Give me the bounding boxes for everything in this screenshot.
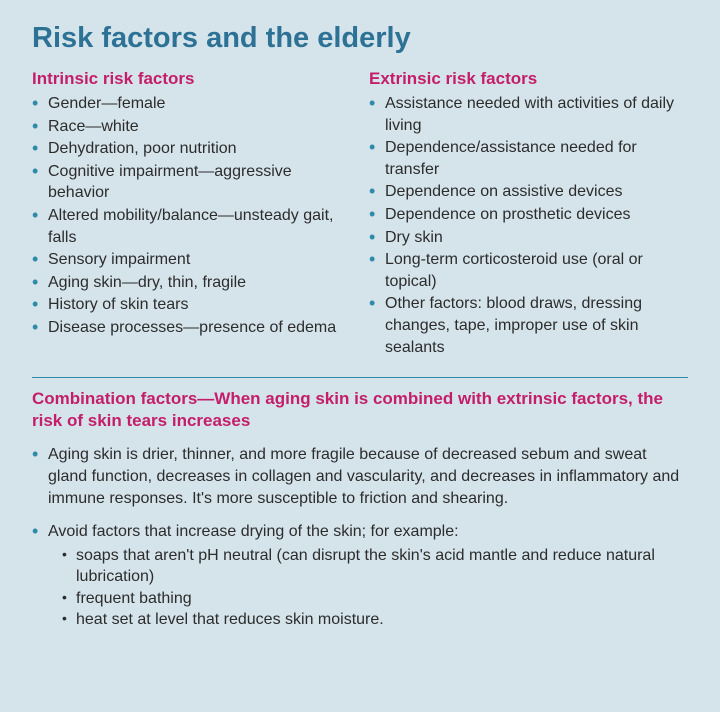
list-item: Dependence/assistance needed for transfe… — [369, 137, 688, 180]
page-title: Risk factors and the elderly — [32, 22, 688, 55]
list-item: Dehydration, poor nutrition — [32, 138, 351, 160]
list-item: Aging skin is drier, thinner, and more f… — [32, 444, 688, 509]
intrinsic-heading: Intrinsic risk factors — [32, 69, 351, 89]
list-item: Race—white — [32, 116, 351, 138]
combination-list: Aging skin is drier, thinner, and more f… — [32, 444, 688, 631]
sub-list-item: frequent bathing — [62, 588, 688, 610]
list-item: Dependence on prosthetic devices — [369, 204, 688, 226]
sub-list-item: heat set at level that reduces skin mois… — [62, 609, 688, 631]
two-column-layout: Intrinsic risk factors Gender—femaleRace… — [32, 69, 688, 359]
combination-heading: Combination factors—When aging skin is c… — [32, 388, 688, 432]
sub-list-item: soaps that aren't pH neutral (can disrup… — [62, 545, 688, 588]
list-item: Cognitive impairment—aggressive behavior — [32, 161, 351, 204]
list-item: Avoid factors that increase drying of th… — [32, 521, 688, 631]
list-item: History of skin tears — [32, 294, 351, 316]
list-item-text: Avoid factors that increase drying of th… — [48, 523, 459, 540]
sub-list: soaps that aren't pH neutral (can disrup… — [48, 545, 688, 631]
list-item: Altered mobility/balance—unsteady gait, … — [32, 205, 351, 248]
section-divider — [32, 377, 688, 378]
list-item: Sensory impairment — [32, 249, 351, 271]
list-item: Long-term corticosteroid use (oral or to… — [369, 249, 688, 292]
list-item: Dependence on assistive devices — [369, 181, 688, 203]
list-item: Dry skin — [369, 227, 688, 249]
extrinsic-column: Extrinsic risk factors Assistance needed… — [369, 69, 688, 359]
list-item: Disease processes—presence of edema — [32, 317, 351, 339]
list-item: Assistance needed with activities of dai… — [369, 93, 688, 136]
extrinsic-list: Assistance needed with activities of dai… — [369, 93, 688, 358]
list-item: Gender—female — [32, 93, 351, 115]
list-item: Aging skin—dry, thin, fragile — [32, 272, 351, 294]
list-item: Other factors: blood draws, dressing cha… — [369, 293, 688, 358]
intrinsic-column: Intrinsic risk factors Gender—femaleRace… — [32, 69, 351, 359]
extrinsic-heading: Extrinsic risk factors — [369, 69, 688, 89]
intrinsic-list: Gender—femaleRace—whiteDehydration, poor… — [32, 93, 351, 339]
list-item-text: Aging skin is drier, thinner, and more f… — [48, 446, 679, 506]
